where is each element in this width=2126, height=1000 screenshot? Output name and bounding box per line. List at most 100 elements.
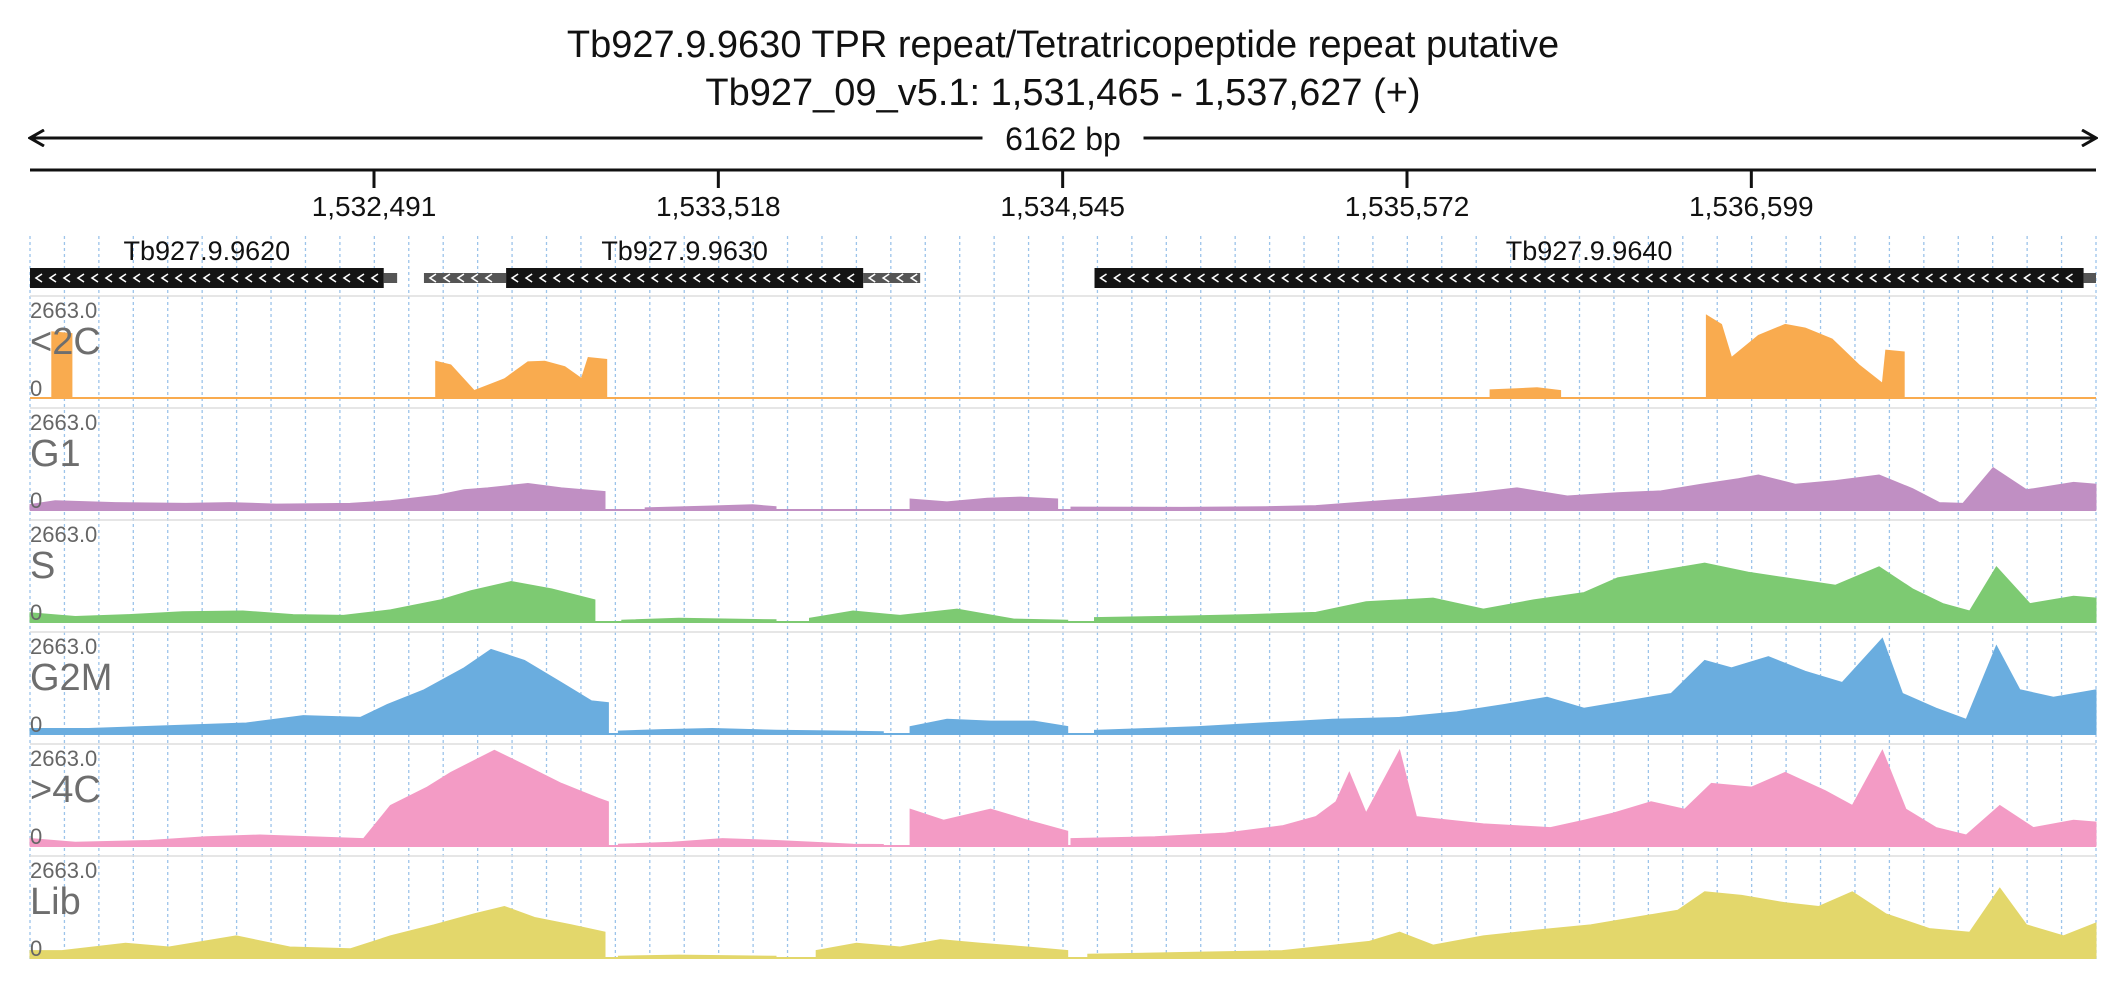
gene-Tb927-9-9620: Tb927.9.9620	[30, 236, 398, 288]
strand-chevron	[160, 273, 169, 283]
strand-chevron	[881, 273, 890, 283]
strand-chevron	[1267, 273, 1275, 283]
coverage-area	[29, 482, 606, 511]
track-name-label: <2C	[30, 321, 101, 363]
coordinate-ruler: 1,532,491 1,533,518 1,534,545 1,535,572 1,53…	[30, 168, 2096, 222]
strand-chevron	[748, 273, 757, 283]
strand-chevron	[356, 273, 365, 283]
coverage-tracks: 2663.0<2C02663.0G102663.0S02663.0G2M0266…	[29, 295, 2097, 961]
strand-chevron	[1295, 273, 1303, 283]
strand-chevron	[1617, 273, 1625, 283]
strand-chevron	[1603, 273, 1611, 283]
strand-chevron	[132, 273, 141, 283]
strand-chevron	[90, 273, 99, 283]
strand-chevron	[664, 273, 673, 283]
strand-chevron	[1827, 273, 1835, 283]
gene-label: Tb927.9.9620	[124, 236, 291, 266]
chart-title-region: Tb927_09_v5.1: 1,531,465 - 1,537,627 (+)	[705, 72, 1421, 114]
coverage-area	[1087, 887, 2097, 959]
strand-chevron	[1925, 273, 1933, 283]
strand-chevron	[776, 273, 785, 283]
track-min-label: 0	[30, 712, 42, 737]
strand-chevron	[1687, 273, 1695, 283]
strand-chevron	[442, 273, 451, 283]
strand-chevron	[1309, 273, 1317, 283]
strand-chevron	[1841, 273, 1849, 283]
strand-chevron	[2037, 273, 2045, 283]
strand-chevron	[804, 273, 813, 283]
track-max-label: 2663.0	[30, 298, 97, 323]
strand-chevron	[484, 273, 493, 283]
track-max-label: 2663.0	[30, 410, 97, 435]
track-max-label: 2663.0	[30, 522, 97, 547]
strand-chevron	[1113, 273, 1121, 283]
strand-chevron	[76, 273, 85, 283]
strand-chevron	[1883, 273, 1891, 283]
strand-chevron	[1757, 273, 1765, 283]
coverage-area	[435, 356, 608, 399]
track-name-label: G2M	[30, 657, 112, 699]
strand-chevron	[1365, 273, 1373, 283]
track-min-label: 0	[30, 376, 42, 401]
strand-chevron	[1729, 273, 1737, 283]
ruler-tick-label: 1,534,545	[1000, 191, 1125, 222]
strand-chevron	[734, 273, 743, 283]
gene-cds-block	[30, 268, 384, 288]
strand-chevron	[1491, 273, 1499, 283]
gene-cds-block	[1094, 268, 2084, 288]
strand-chevron	[1169, 273, 1177, 283]
strand-chevron	[1141, 273, 1149, 283]
strand-chevron	[818, 273, 827, 283]
coverage-area	[1070, 748, 2097, 847]
strand-chevron	[1281, 273, 1289, 283]
chart-title-gene: Tb927.9.9630 TPR repeat/Tetratricopeptid…	[566, 24, 1560, 66]
strand-chevron	[909, 273, 918, 283]
track-name-label: >4C	[30, 769, 101, 811]
coverage-area	[29, 905, 606, 959]
track-gt4c: 2663.0>4C 0	[29, 743, 2097, 849]
strand-chevron	[832, 273, 841, 283]
strand-chevron	[1911, 273, 1919, 283]
strand-chevron	[314, 273, 323, 283]
strand-chevron	[1407, 273, 1415, 283]
strand-chevron	[524, 273, 533, 283]
gene-Tb927-9-9640: Tb927.9.9640	[1094, 236, 2096, 288]
strand-chevron	[1337, 273, 1345, 283]
ruler-tick-label: 1,533,518	[656, 191, 781, 222]
strand-chevron	[2009, 273, 2017, 283]
strand-chevron	[1855, 273, 1863, 283]
coverage-area	[1094, 562, 2097, 623]
track-min-label: 0	[30, 824, 42, 849]
gene-utr	[863, 273, 921, 283]
strand-chevron	[1197, 273, 1205, 283]
strand-chevron	[1561, 273, 1569, 283]
strand-chevron	[1155, 273, 1163, 283]
strand-chevron	[594, 273, 603, 283]
strand-chevron	[538, 273, 547, 283]
track-g1: 2663.0G1 0	[29, 407, 2097, 513]
coverage-area	[909, 808, 1069, 847]
strand-chevron	[272, 273, 281, 283]
strand-chevron	[650, 273, 659, 283]
strand-chevron	[146, 273, 155, 283]
strand-chevron	[580, 273, 589, 283]
ruler-tick-label: 1,535,572	[1345, 191, 1470, 222]
strand-chevron	[846, 273, 855, 283]
strand-chevron	[1785, 273, 1793, 283]
strand-chevron	[1239, 273, 1247, 283]
track-min-label: 0	[30, 936, 42, 961]
track-name-label: Lib	[30, 881, 81, 923]
coverage-area	[29, 749, 609, 847]
strand-chevron	[1533, 273, 1541, 283]
gene-utr	[383, 273, 398, 283]
strand-chevron	[895, 273, 904, 283]
gene-cds-block	[506, 268, 864, 288]
ruler-tick-label: 1,532,491	[312, 191, 437, 222]
strand-chevron	[1505, 273, 1513, 283]
coverage-area	[1094, 637, 2097, 735]
span-indicator: 6162 bp	[30, 121, 2096, 157]
strand-chevron	[867, 273, 876, 283]
track-lt2c: 2663.0<2C 0	[30, 295, 2096, 401]
strand-chevron	[1099, 273, 1107, 283]
